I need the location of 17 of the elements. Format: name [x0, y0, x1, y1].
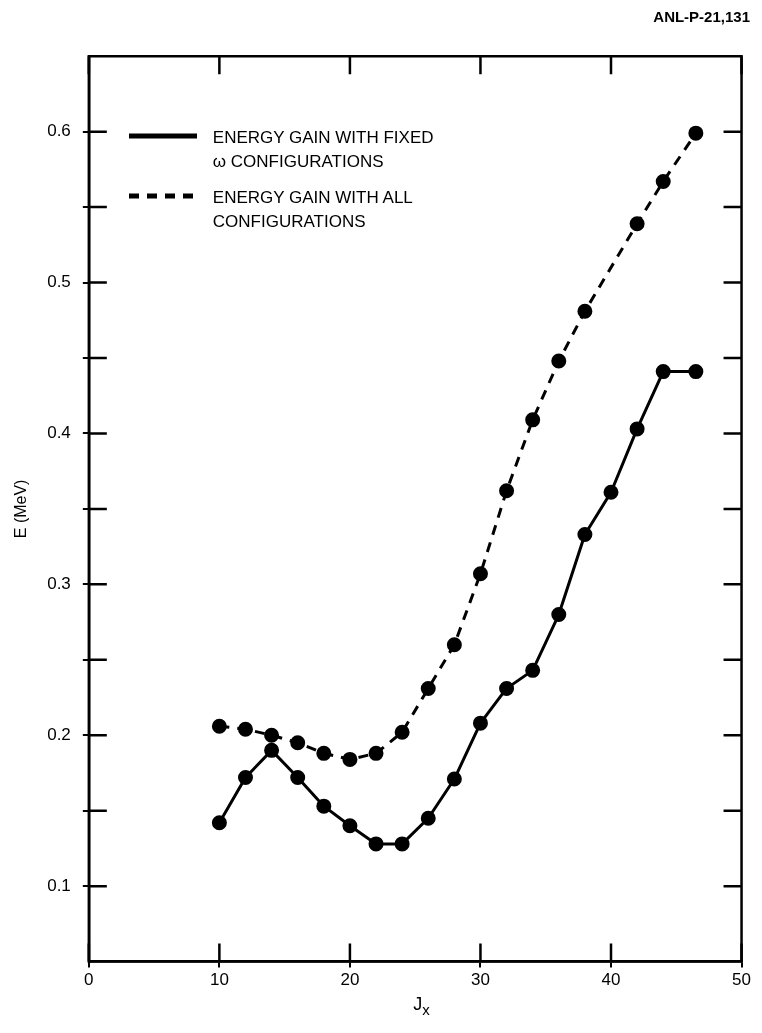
- legend-label: ENERGY GAIN WITH ALL CONFIGURATIONS: [212, 187, 414, 234]
- y-tick-label: 0.2: [47, 724, 71, 744]
- y-tick-label: 0.4: [47, 423, 71, 443]
- y-axis-title: E (MeV): [12, 479, 30, 539]
- y-tick-label: 0.6: [47, 121, 71, 141]
- x-axis-title: J$_{x}$: [412, 994, 431, 1018]
- y-tick-label: 0.3: [47, 574, 71, 594]
- text: ANL-P-21,131: [653, 8, 750, 25]
- x-tick-label: 20: [340, 970, 360, 990]
- x-tick-label: 40: [601, 970, 621, 990]
- y-tick-label: 0.1: [47, 875, 71, 895]
- legend-label: ENERGY GAIN WITH FIXED ω CONFIGURATIONS: [212, 127, 435, 174]
- y-tick-label: 0.5: [47, 272, 71, 292]
- x-tick-label: 30: [471, 970, 490, 990]
- x-tick-label: 0: [84, 970, 94, 990]
- x-tick-label: 50: [732, 970, 752, 990]
- x-tick-label: 10: [209, 970, 229, 990]
